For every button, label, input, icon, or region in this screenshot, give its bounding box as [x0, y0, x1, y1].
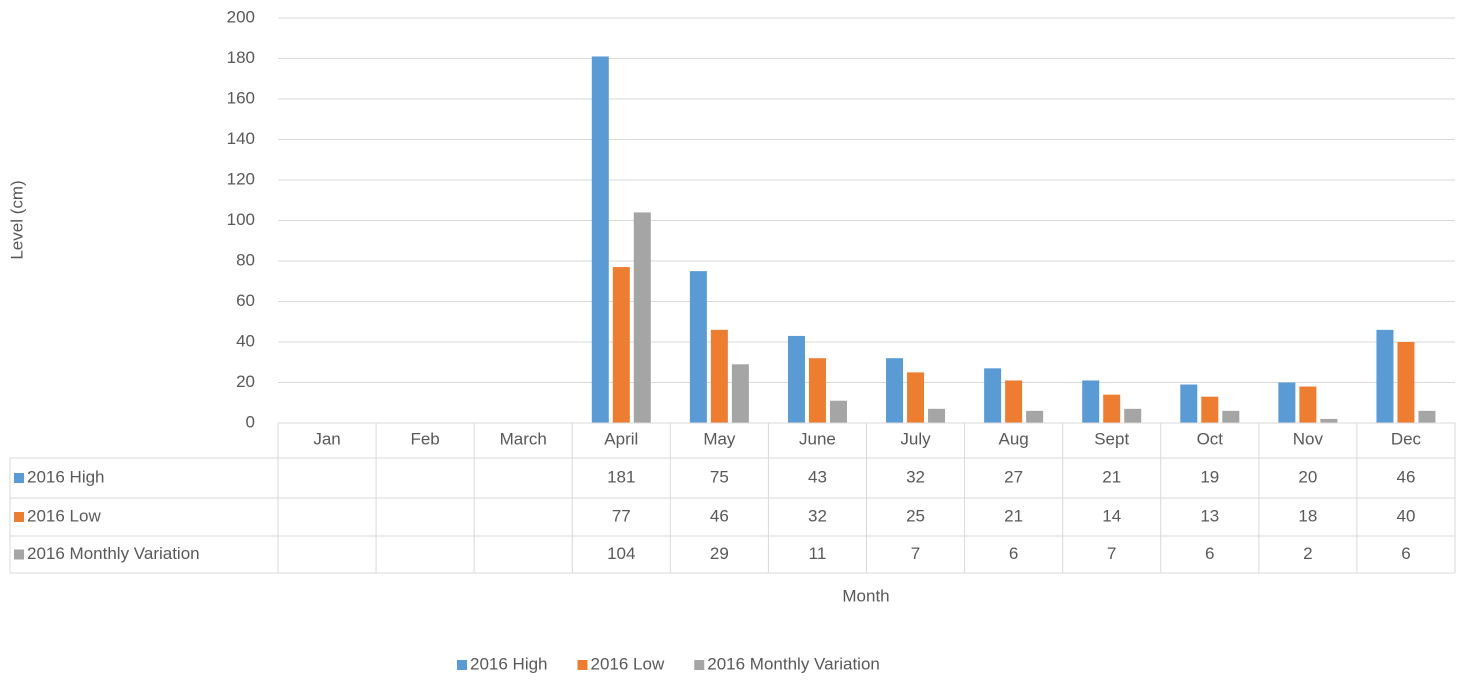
bar [1320, 418, 1338, 423]
table-cell: 6 [1009, 544, 1018, 563]
bar [1201, 396, 1219, 423]
y-tick-label: 60 [236, 291, 255, 310]
bar [907, 372, 925, 423]
legend-label: 2016 High [470, 654, 548, 673]
table-cell: 18 [1298, 506, 1317, 525]
bar [689, 271, 707, 423]
bar [612, 267, 630, 423]
table-row-label: 2016 Low [27, 506, 101, 525]
bar [1005, 380, 1023, 423]
bar [928, 408, 946, 423]
x-tick-label: March [500, 429, 547, 448]
table-cell: 32 [808, 506, 827, 525]
y-axis-label: Level (cm) [7, 180, 26, 259]
x-axis-label: Month [842, 586, 889, 605]
bar [1082, 380, 1100, 423]
y-tick-label: 40 [236, 331, 255, 350]
table-row-label: 2016 High [27, 467, 105, 486]
table-cell: 6 [1205, 544, 1214, 563]
table-cell: 46 [1396, 467, 1415, 486]
x-tick-label: Jan [313, 429, 340, 448]
table-cell: 46 [710, 506, 729, 525]
table-cell: 77 [612, 506, 631, 525]
table-cell: 75 [710, 467, 729, 486]
y-tick-label: 20 [236, 372, 255, 391]
y-tick-label: 80 [236, 250, 255, 269]
bar [591, 56, 609, 423]
x-tick-label: July [900, 429, 931, 448]
bar [1418, 410, 1436, 423]
bar [1376, 329, 1394, 423]
table-cell: 32 [906, 467, 925, 486]
table-cell: 25 [906, 506, 925, 525]
legend-key [577, 660, 588, 670]
bar [1299, 386, 1317, 423]
table-cell: 2 [1303, 544, 1312, 563]
table-cell: 40 [1396, 506, 1415, 525]
bar [731, 364, 749, 423]
bar [1397, 342, 1415, 423]
y-tick-label: 180 [227, 48, 255, 67]
table-cell: 181 [607, 467, 635, 486]
bar [787, 335, 805, 423]
x-tick-label: May [703, 429, 736, 448]
table-legend-key [14, 549, 24, 560]
table-cell: 43 [808, 467, 827, 486]
y-tick-label: 100 [227, 210, 255, 229]
table-legend-key [14, 473, 24, 483]
x-tick-label: Aug [999, 429, 1029, 448]
y-tick-label: 0 [246, 412, 255, 431]
table-cell: 7 [1107, 544, 1116, 563]
legend-label: 2016 Low [591, 654, 665, 673]
table-cell: 21 [1102, 467, 1121, 486]
bar [1103, 394, 1121, 423]
x-tick-label: Sept [1094, 429, 1129, 448]
x-tick-label: Feb [410, 429, 439, 448]
table-cell: 27 [1004, 467, 1023, 486]
table-cell: 13 [1200, 506, 1219, 525]
x-tick-label: Dec [1391, 429, 1422, 448]
y-tick-label: 140 [227, 129, 255, 148]
y-tick-label: 120 [227, 169, 255, 188]
bar [1180, 384, 1198, 423]
y-tick-label: 200 [227, 7, 255, 26]
x-tick-label: April [604, 429, 638, 448]
bar [1222, 410, 1240, 423]
table-cell: 11 [809, 544, 827, 563]
x-tick-label: Nov [1293, 429, 1324, 448]
table-cell: 6 [1401, 544, 1410, 563]
legend-key [694, 660, 705, 670]
legend-label: 2016 Monthly Variation [707, 654, 880, 673]
bar [710, 329, 728, 423]
table-cell: 14 [1102, 506, 1121, 525]
bar [633, 212, 651, 423]
bar [1278, 382, 1296, 423]
x-tick-label: June [799, 429, 836, 448]
y-tick-label: 160 [227, 88, 255, 107]
table-cell: 21 [1004, 506, 1023, 525]
bar [984, 368, 1002, 423]
bar [1026, 410, 1044, 423]
table-cell: 29 [710, 544, 729, 563]
legend-key [457, 660, 467, 670]
bar [808, 358, 826, 423]
table-cell: 20 [1298, 467, 1317, 486]
bar [829, 400, 847, 423]
bar [1124, 408, 1142, 423]
bar [886, 358, 904, 423]
table-cell: 19 [1200, 467, 1219, 486]
table-legend-key [14, 512, 24, 522]
table-cell: 7 [911, 544, 920, 563]
table-cell: 104 [607, 544, 635, 563]
table-row-label: 2016 Monthly Variation [27, 544, 200, 563]
x-tick-label: Oct [1197, 429, 1224, 448]
